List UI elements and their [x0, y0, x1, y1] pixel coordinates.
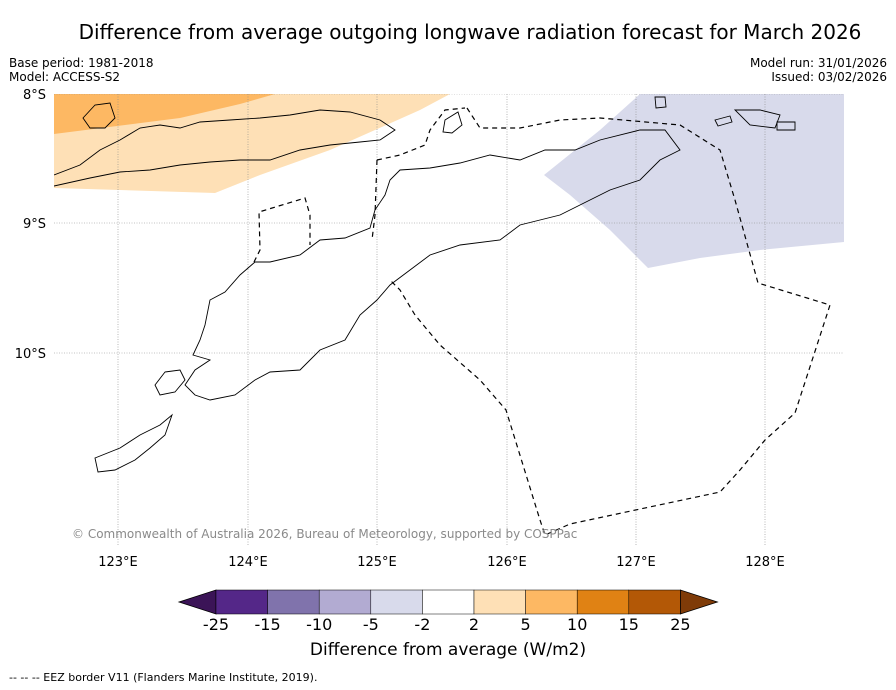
colorbar-tick-label: 10: [567, 615, 587, 634]
colorbar-segment: [267, 589, 320, 615]
model-name: Model: ACCESS-S2: [9, 70, 121, 84]
lon-label-126e: 126°E: [487, 555, 527, 570]
colorbar-tick-label: -10: [306, 615, 332, 634]
colorbar-segment: [628, 589, 681, 615]
colorbar-segment: [525, 589, 578, 615]
coast-islet: [654, 96, 667, 109]
lat-label-10s: 10°S: [15, 347, 46, 362]
coast-timor: [184, 129, 681, 401]
lon-label-128e: 128°E: [745, 555, 785, 570]
colorbar-tick-label: 5: [521, 615, 531, 634]
colorbar-tick-label: 15: [619, 615, 639, 634]
lon-label-124e: 124°E: [228, 555, 268, 570]
issued-date: Issued: 03/02/2026: [771, 70, 887, 84]
colorbar-segment: [215, 589, 268, 615]
meta-right: Model run: 31/01/2026 Issued: 03/02/2026: [750, 56, 887, 84]
coastlines: [54, 96, 796, 473]
coast-islet2: [714, 115, 733, 127]
colorbar-extend-high: [680, 589, 719, 615]
coast-atauro: [442, 111, 463, 134]
coast-alor: [82, 102, 116, 129]
lat-label-9s: 9°S: [23, 217, 46, 232]
model-run: Model run: 31/01/2026: [749, 56, 887, 70]
footer-note: -- -- -- EEZ border V11 (Flanders Marine…: [9, 671, 318, 684]
base-period: Base period: 1981-2018: [9, 56, 154, 70]
colorbar-tick-label: -15: [255, 615, 281, 634]
coast-wetar: [733, 109, 781, 129]
lat-label-8s: 8°S: [23, 88, 46, 103]
colorbar-tick-label: -5: [363, 615, 379, 634]
lon-label-125e: 125°E: [357, 555, 397, 570]
colorbar-segment: [576, 589, 630, 615]
meta-left: Base period: 1981-2018 Model: ACCESS-S2: [9, 56, 154, 84]
chart-title: Difference from average outgoing longwav…: [78, 20, 862, 44]
map-area: [54, 94, 844, 546]
coast-sawu: [94, 413, 173, 473]
colorbar-extend-low: [177, 589, 217, 615]
copyright-text: © Commonwealth of Australia 2026, Bureau…: [72, 527, 577, 541]
colorbar-segment: [422, 589, 475, 615]
colorbar-title: Difference from average (W/m2): [309, 640, 587, 660]
anomaly-negative-light: [544, 94, 844, 268]
eez-borders: [253, 107, 831, 536]
colorbar-tick-label: 25: [670, 615, 690, 634]
colorbar: -25 -15 -10 -5 -2 2 5 10 15 25: [177, 589, 719, 634]
lon-label-127e: 127°E: [616, 555, 656, 570]
colorbar-segment: [473, 589, 526, 615]
colorbar-segment: [370, 589, 423, 615]
coast-flores: [54, 109, 396, 187]
coast-islet3: [776, 121, 796, 131]
coast-rote: [154, 369, 186, 396]
colorbar-segment: [318, 589, 372, 615]
lon-label-123e: 123°E: [98, 555, 138, 570]
colorbar-tick-label: -2: [414, 615, 430, 634]
colorbar-tick-label: -25: [203, 615, 229, 634]
colorbar-tick-label: 2: [469, 615, 479, 634]
